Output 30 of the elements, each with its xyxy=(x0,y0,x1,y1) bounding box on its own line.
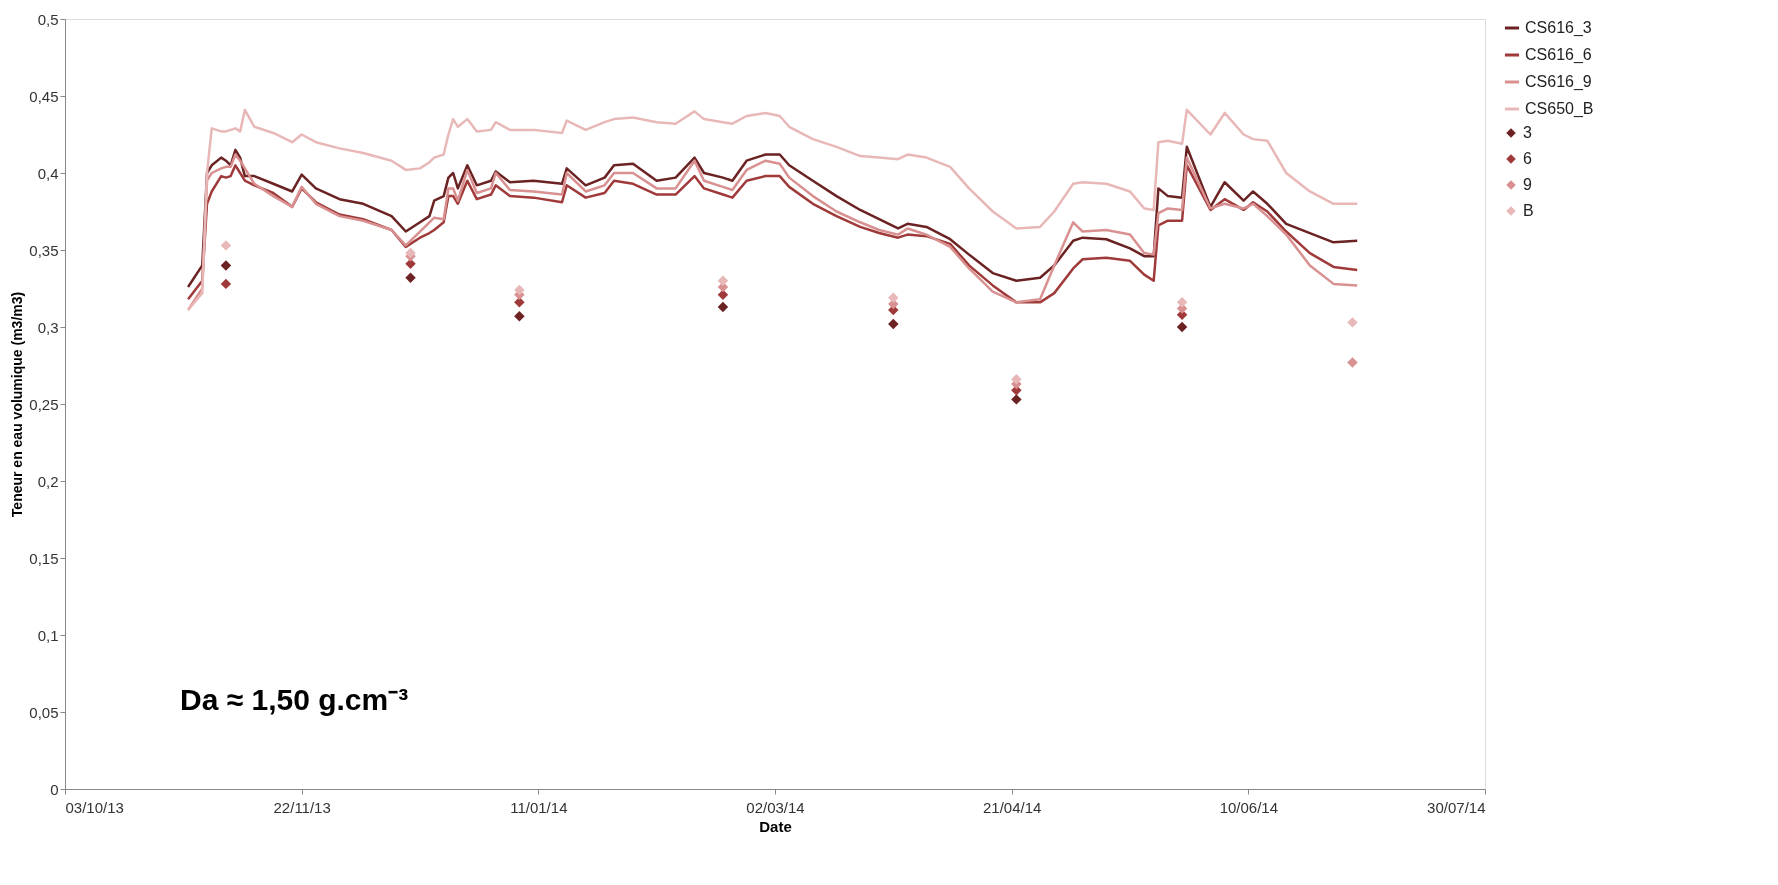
legend-label: CS650_B xyxy=(1525,100,1594,118)
legend-label: CS616_6 xyxy=(1525,46,1592,64)
y-tick-label: 0,4 xyxy=(37,164,59,182)
y-tick-label: 0 xyxy=(50,780,59,798)
x-axis-title: Date xyxy=(759,817,792,835)
y-tick-label: 0,25 xyxy=(29,395,59,413)
line-series xyxy=(186,108,1359,312)
x-tick-label: 11/01/14 xyxy=(510,798,568,816)
y-tick-label: 0,2 xyxy=(37,472,59,490)
legend-label: 6 xyxy=(1523,150,1532,167)
y-tick-label: 0,3 xyxy=(37,318,59,336)
x-tick-label: 10/06/14 xyxy=(1219,798,1279,816)
legend-label: CS616_9 xyxy=(1525,73,1592,91)
y-tick-label: 0,35 xyxy=(29,241,59,259)
y-tick-label: 0,45 xyxy=(29,87,59,105)
x-tick-label: 30/07/14 xyxy=(1427,798,1486,816)
legend-label: CS616_3 xyxy=(1525,19,1592,37)
annotation: Da ≈ 1,50 g.cm⁻³ xyxy=(180,683,409,716)
x-tick-label: 02/03/14 xyxy=(746,798,805,816)
x-tick-label: 22/11/13 xyxy=(273,798,331,816)
legend-label: B xyxy=(1523,202,1534,219)
y-tick-label: 0,5 xyxy=(37,10,59,28)
y-tick-label: 0,1 xyxy=(37,626,59,644)
y-axis-title: Teneur en eau volumique (m3/m3) xyxy=(9,291,26,518)
x-tick-label: 03/10/13 xyxy=(65,798,124,816)
x-tick-label: 21/04/14 xyxy=(982,798,1042,816)
legend-label: 9 xyxy=(1523,176,1532,193)
y-tick-label: 0,05 xyxy=(29,703,59,721)
legend-label: 3 xyxy=(1523,124,1532,141)
y-tick-label: 0,15 xyxy=(29,549,59,567)
